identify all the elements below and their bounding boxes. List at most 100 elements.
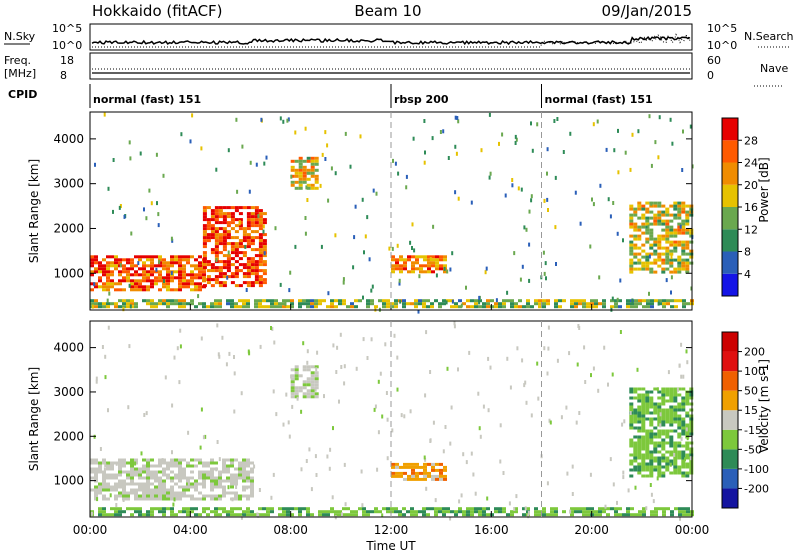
velocity-cell — [594, 513, 598, 517]
velocity-cell — [354, 510, 358, 514]
velocity-cell — [166, 476, 170, 480]
velocity-cell — [310, 365, 315, 369]
power-colorbar-tick-label: 8 — [744, 246, 751, 259]
power-cell — [538, 302, 542, 306]
power-cell — [586, 305, 590, 309]
velocity-cell — [146, 485, 150, 489]
power-cell — [310, 302, 314, 306]
power-cell — [254, 221, 259, 225]
power-cell — [366, 299, 370, 303]
power-cell — [414, 305, 418, 309]
velocity-cell — [146, 458, 150, 462]
power-cell — [94, 255, 98, 259]
power-cell — [158, 279, 162, 283]
power-cell — [514, 305, 518, 309]
power-cell — [258, 302, 262, 306]
velocity-cell — [629, 420, 634, 424]
velocity-scatter-cell — [173, 355, 176, 360]
power-scatter-cell — [129, 304, 132, 309]
power-scatter-cell — [489, 171, 492, 176]
velocity-cell — [399, 474, 403, 478]
velocity-cell — [158, 476, 162, 480]
velocity-cell — [442, 513, 446, 517]
power-scatter-cell — [119, 204, 122, 208]
power-cell — [98, 270, 102, 274]
power-cell — [214, 302, 218, 306]
velocity-cell — [242, 485, 246, 489]
power-cell — [178, 282, 182, 286]
power-cell — [382, 302, 386, 306]
power-cell — [258, 305, 262, 309]
velocity-scatter-cell — [115, 503, 118, 507]
power-colorbar-tick-label: 20 — [744, 179, 758, 192]
velocity-cell — [118, 485, 122, 489]
power-cell — [681, 210, 686, 214]
velocity-cell — [649, 471, 654, 475]
velocity-cell — [470, 507, 474, 511]
velocity-cell — [122, 488, 126, 492]
velocity-cell — [202, 494, 206, 498]
power-cell — [689, 228, 694, 232]
velocity-cell — [645, 432, 650, 436]
velocity-scatter-cell — [282, 422, 285, 427]
velocity-cell — [669, 399, 674, 403]
velocity-cell — [238, 464, 242, 468]
velocity-cell — [606, 513, 610, 517]
velocity-scatter-cell — [659, 412, 662, 417]
velocity-cell — [186, 513, 190, 517]
power-cell — [681, 249, 686, 253]
power-cell — [246, 299, 250, 303]
power-cell — [638, 302, 642, 306]
velocity-scatter-cell — [344, 502, 347, 507]
power-cell — [302, 171, 307, 175]
power-cell — [202, 276, 206, 280]
power-cell — [395, 267, 399, 271]
power-cell — [194, 264, 198, 268]
power-cell — [238, 206, 243, 210]
power-cell — [254, 260, 259, 264]
power-cell — [126, 299, 130, 303]
velocity-cell — [514, 507, 518, 511]
velocity-cell — [661, 429, 666, 433]
velocity-cell — [118, 464, 122, 468]
velocity-cell — [482, 510, 486, 514]
velocity-cell — [174, 464, 178, 468]
power-cell — [230, 299, 234, 303]
velocity-cell — [633, 465, 638, 469]
velocity-cell — [106, 467, 110, 471]
power-scatter-cell — [418, 274, 421, 279]
power-scatter-cell — [157, 212, 160, 217]
velocity-scatter-cell — [314, 387, 317, 392]
velocity-scatter-cell — [315, 367, 318, 372]
power-cell — [689, 231, 694, 235]
power-cell — [439, 267, 443, 271]
velocity-cell — [230, 507, 234, 511]
power-cell — [250, 239, 255, 243]
power-cell — [638, 299, 642, 303]
velocity-cell — [662, 513, 666, 517]
velocity-cell — [102, 485, 106, 489]
velocity-cell — [134, 470, 138, 474]
velocity-cell — [419, 471, 423, 475]
power-cell — [154, 279, 158, 283]
velocity-cell — [427, 474, 431, 478]
power-cell — [286, 305, 290, 309]
velocity-scatter-cell — [300, 467, 303, 472]
velocity-cell — [250, 485, 254, 489]
power-cell — [435, 264, 439, 268]
power-scatter-cell — [284, 301, 287, 306]
power-cell — [534, 299, 538, 303]
power-cell — [102, 285, 106, 289]
power-cell — [419, 270, 423, 274]
power-cell — [98, 264, 102, 268]
velocity-cell — [246, 507, 250, 511]
power-scatter-cell — [227, 148, 230, 153]
power-cell — [677, 207, 682, 211]
power-cell — [222, 260, 227, 264]
power-cell — [146, 270, 150, 274]
power-cell — [250, 272, 255, 276]
velocity-cell — [234, 479, 238, 483]
velocity-cell — [146, 467, 150, 471]
velocity-cell — [202, 461, 206, 465]
